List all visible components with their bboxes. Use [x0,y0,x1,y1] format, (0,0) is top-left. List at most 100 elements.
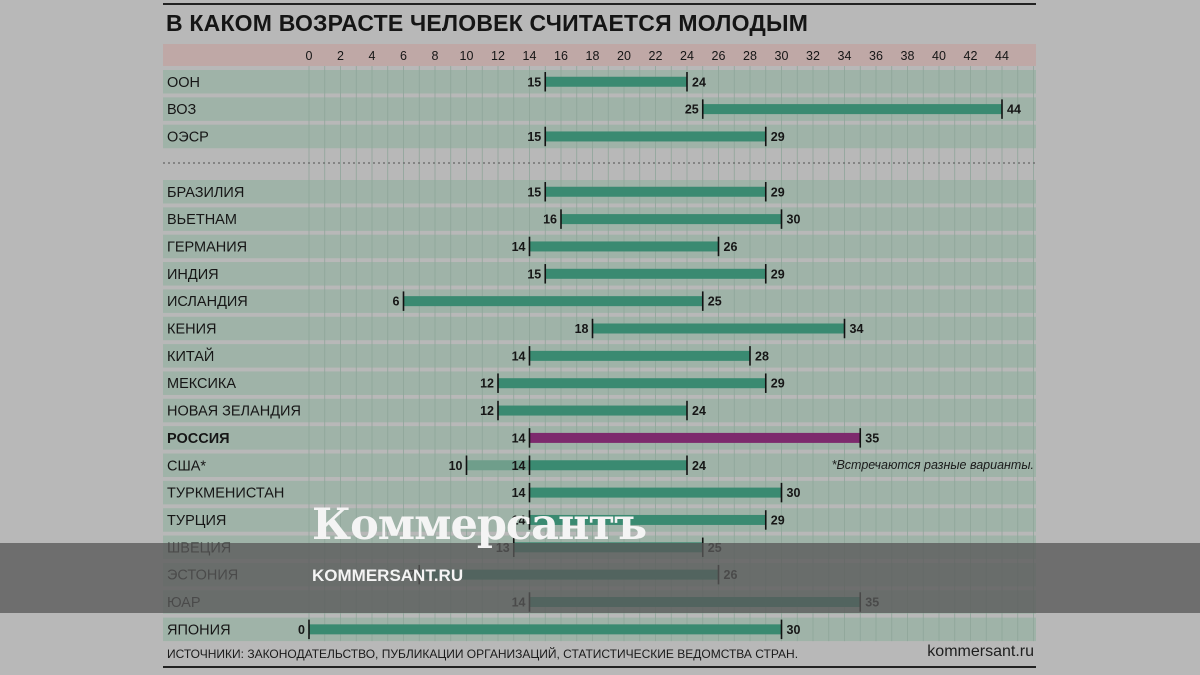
data-label: 15 [527,185,541,199]
row-background [163,97,1036,121]
category-label: ОЭСР [167,129,209,145]
x-tick-label: 40 [932,49,946,63]
x-tick-label: 4 [369,49,376,63]
bar [529,487,782,498]
data-label: 14 [512,349,526,363]
data-label: 26 [724,240,738,254]
top-rule [163,3,1036,5]
data-label: 30 [787,623,801,637]
bar [529,514,766,525]
category-label: ТУРЦИЯ [167,513,226,529]
category-label: ТУРКМЕНИСТАН [167,486,284,502]
data-label: 14 [512,240,526,254]
data-label: 15 [527,267,541,281]
x-tick-label: 2 [337,49,344,63]
data-label: 15 [527,75,541,89]
category-label: БРАЗИЛИЯ [167,185,244,201]
category-label: ГЕРМАНИЯ [167,239,247,255]
data-label: 0 [298,623,305,637]
data-label: 34 [850,322,864,336]
bar [498,405,687,416]
bar [561,214,782,225]
bar [545,131,766,142]
data-label: 12 [480,377,494,391]
category-label: ИНДИЯ [167,267,219,283]
chart-title: В КАКОМ ВОЗРАСТЕ ЧЕЛОВЕК СЧИТАЕТСЯ МОЛОД… [166,10,809,36]
x-axis-band [163,44,1036,66]
category-label: США* [167,458,206,474]
x-tick-label: 18 [586,49,600,63]
data-label: 15 [527,130,541,144]
data-label: 30 [787,486,801,500]
bar [529,460,687,471]
data-label: 16 [543,213,557,227]
x-tick-label: 26 [712,49,726,63]
x-tick-label: 44 [995,49,1009,63]
category-label: КИТАЙ [167,347,214,365]
data-label: 10 [449,459,463,473]
watermark-logo: Коммерсантъ [312,500,647,550]
x-tick-label: 24 [680,49,694,63]
x-tick-label: 6 [400,49,407,63]
category-label: ВЬЕТНАМ [167,212,237,228]
x-tick-label: 8 [432,49,439,63]
x-tick-label: 10 [460,49,474,63]
bar [592,323,845,334]
bar [702,104,1002,115]
category-label: КЕНИЯ [167,322,216,338]
x-tick-label: 30 [775,49,789,63]
data-label: 12 [480,404,494,418]
x-tick-label: 38 [901,49,915,63]
bar [403,296,703,307]
data-label: 28 [755,349,769,363]
data-label: 30 [787,213,801,227]
data-label: 14 [512,431,526,445]
bottom-rule [163,666,1036,668]
bar [545,76,687,87]
bar [529,432,861,443]
x-tick-label: 32 [806,49,820,63]
category-label: ВОЗ [167,102,196,118]
watermark-site: KOMMERSANT.RU [312,566,464,585]
x-tick-label: 22 [649,49,663,63]
bar [498,378,766,389]
source-note: ИСТОЧНИКИ: ЗАКОНОДАТЕЛЬСТВО, ПУБЛИКАЦИИ … [167,647,799,661]
category-label: ЯПОНИЯ [167,622,231,638]
data-label: 24 [692,75,706,89]
data-label: 24 [692,459,706,473]
chart-footnote: *Встречаются разные варианты. [831,458,1034,472]
bar [545,268,766,279]
data-label: 14 [512,459,526,473]
data-label: 14 [512,513,526,527]
x-tick-label: 14 [523,49,537,63]
bar [309,624,782,635]
category-label: ООН [167,75,200,91]
x-tick-label: 34 [838,49,852,63]
data-label: 29 [771,513,785,527]
data-label: 25 [685,103,699,117]
x-tick-label: 0 [306,49,313,63]
bar [529,241,719,252]
data-label: 29 [771,377,785,391]
x-tick-label: 12 [491,49,505,63]
data-label: 44 [1007,103,1021,117]
x-tick-label: 42 [964,49,978,63]
x-tick-label: 16 [554,49,568,63]
data-label: 18 [575,322,589,336]
data-label: 29 [771,130,785,144]
data-label: 14 [512,486,526,500]
x-tick-label: 28 [743,49,757,63]
watermark-band [0,543,1200,613]
data-label: 24 [692,404,706,418]
category-label: РОССИЯ [167,431,230,447]
category-label: НОВАЯ ЗЕЛАНДИЯ [167,404,301,420]
data-label: 6 [393,295,400,309]
bar-alt-range [466,460,530,471]
data-label: 29 [771,185,785,199]
category-label: ИСЛАНДИЯ [167,294,248,310]
x-tick-label: 20 [617,49,631,63]
site-label: kommersant.ru [927,643,1034,660]
category-label: МЕКСИКА [167,376,236,392]
data-label: 25 [708,295,722,309]
